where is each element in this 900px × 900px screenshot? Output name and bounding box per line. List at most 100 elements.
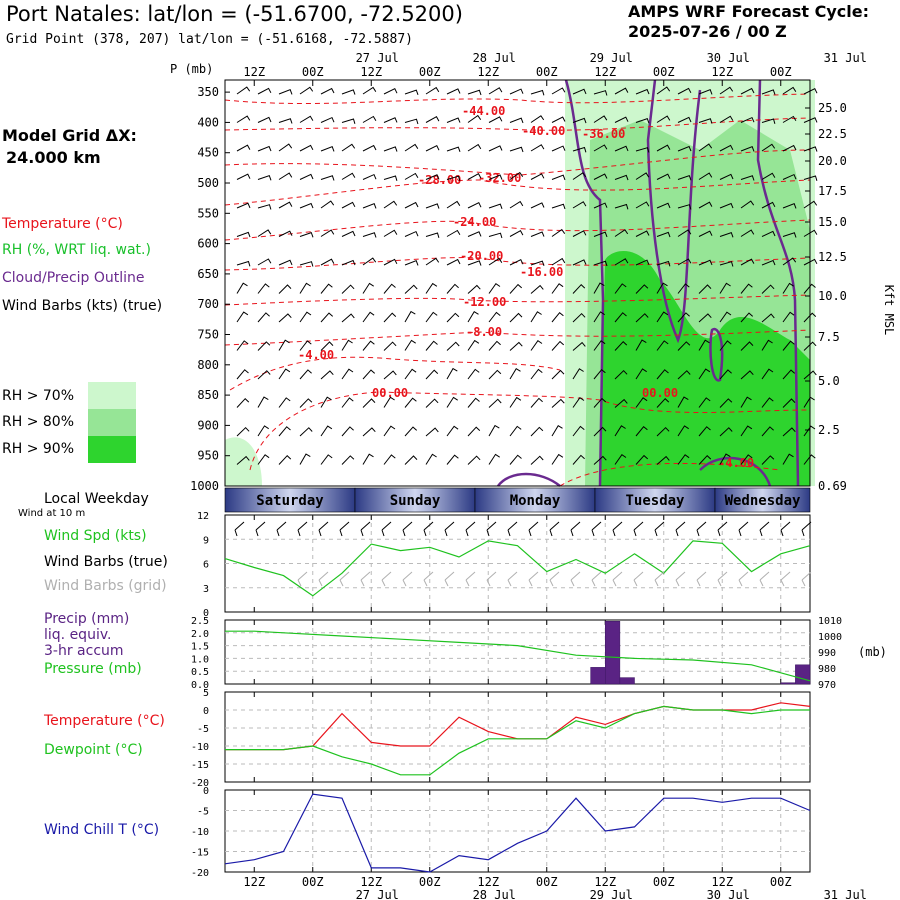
wind-barb (803, 117, 818, 123)
precip-y-tick-label: 0.5 (191, 667, 209, 678)
legend-precip-accum: 3-hr accum (44, 643, 124, 659)
wind-y-tick-label: 3 (203, 584, 209, 595)
weekday-label: Saturday (256, 493, 324, 509)
chill-y-tick-label: -20 (191, 868, 209, 879)
wind-barb (740, 258, 755, 266)
wind-barb (635, 425, 648, 437)
wind-barb (383, 88, 398, 95)
wind-barb (320, 396, 332, 408)
wind-barb (257, 283, 270, 294)
temperature-label-7: -16.00 (520, 265, 563, 279)
pressure-unit-label: (mb) (858, 645, 887, 659)
wind-barb (761, 339, 773, 351)
wind-barb (761, 143, 776, 152)
wind-barb (719, 86, 734, 95)
wind-barb (488, 369, 502, 380)
height-tick-label: 15.0 (818, 215, 847, 229)
cloud-outline-0 (564, 79, 605, 487)
pressure-y-tick-label: 980 (818, 664, 836, 675)
bottom-hour-label: 12Z (243, 875, 265, 889)
wind-barb (551, 425, 563, 437)
temperature-label-12: 00.00 (642, 386, 678, 400)
wind-barb (635, 284, 649, 294)
wind-barb (677, 174, 692, 181)
wind-barb (446, 396, 458, 408)
grid-wind-barb (654, 571, 665, 587)
rh-patch-left (225, 437, 262, 486)
wind-barb (362, 203, 377, 209)
rh-legend-80-swatch (88, 409, 136, 436)
cloud-outline-2 (756, 79, 800, 487)
weekday-label: Local Weekday (44, 491, 149, 507)
rh-band-90 (600, 251, 810, 486)
wind-barb (656, 282, 668, 294)
surface-wind-barb (444, 521, 455, 537)
wind-barb (656, 86, 671, 95)
wind-barb (320, 425, 333, 437)
pressure-tick-label: 850 (197, 388, 219, 402)
wind-barb (383, 200, 398, 209)
wind-barb (341, 118, 356, 124)
wind-barb (278, 339, 290, 351)
temperature-label-6: -20.00 (460, 249, 503, 263)
wind-y-tick-label: 0 (203, 608, 209, 619)
pressure-tick-label: 400 (197, 115, 219, 129)
wind-barb (299, 398, 313, 408)
surface-wind-barb (318, 521, 329, 537)
pressure-y-tick-label: 990 (818, 648, 836, 659)
grid-wind-barb (780, 571, 791, 587)
wind-barb (656, 311, 669, 323)
wind-barb (278, 426, 291, 437)
wind-barb (236, 260, 251, 267)
wind-barb (341, 172, 356, 180)
pressure-tick-label: 800 (197, 358, 219, 372)
wind-barb (467, 284, 481, 294)
wind-barb (677, 204, 692, 210)
wind-barb (257, 116, 272, 123)
wind-barb (740, 175, 755, 181)
surface-wind-barb (255, 521, 266, 537)
wind-barb (467, 426, 481, 437)
wind-barb (257, 145, 272, 152)
wind-barb (404, 118, 419, 125)
rh-legend-70-label: RH > 70% (2, 388, 75, 404)
wind-barb (782, 311, 795, 323)
wind-barb (383, 312, 397, 323)
wind-barb (488, 424, 500, 437)
wind-barb (677, 116, 692, 123)
wind-barb (740, 116, 755, 123)
wind-barb (383, 283, 396, 294)
grid-wind-barb (801, 571, 812, 587)
wind-barb (719, 173, 734, 180)
wind-barb (446, 175, 461, 182)
wind-barb (467, 260, 482, 266)
wind-barb (803, 146, 818, 152)
temperature-label-3: -28.00 (418, 173, 461, 187)
wind-barb (488, 116, 503, 123)
wind-barb (614, 87, 629, 95)
wind-barb (488, 87, 503, 95)
height-tick-label: 10.0 (818, 289, 847, 303)
wind-barb (404, 172, 419, 180)
wind-barb (362, 86, 377, 95)
legend-cloud-outline: Cloud/Precip Outline (2, 270, 145, 286)
wind-barb (278, 259, 293, 266)
top-hour-label: 12Z (477, 65, 499, 79)
surface-wind-barb (402, 521, 413, 537)
precip-bar (780, 682, 796, 685)
wind-barb (677, 283, 690, 294)
wind-barb (404, 368, 417, 380)
pressure-tick-label: 550 (197, 206, 219, 220)
wind-barb (761, 455, 775, 465)
wind-barb (551, 116, 566, 123)
wind-barb (530, 311, 542, 323)
wind-barb (362, 398, 376, 408)
height-tick-label: 0.69 (818, 479, 847, 493)
wind-barb (383, 370, 397, 380)
top-hour-label: 00Z (302, 65, 324, 79)
wind-barb (467, 231, 482, 237)
wind-barb (320, 87, 335, 95)
grid-point-info: Grid Point (378, 207) lat/lon = (-51.616… (6, 32, 413, 47)
wind-barb (425, 340, 438, 351)
wind-barb (467, 368, 480, 380)
